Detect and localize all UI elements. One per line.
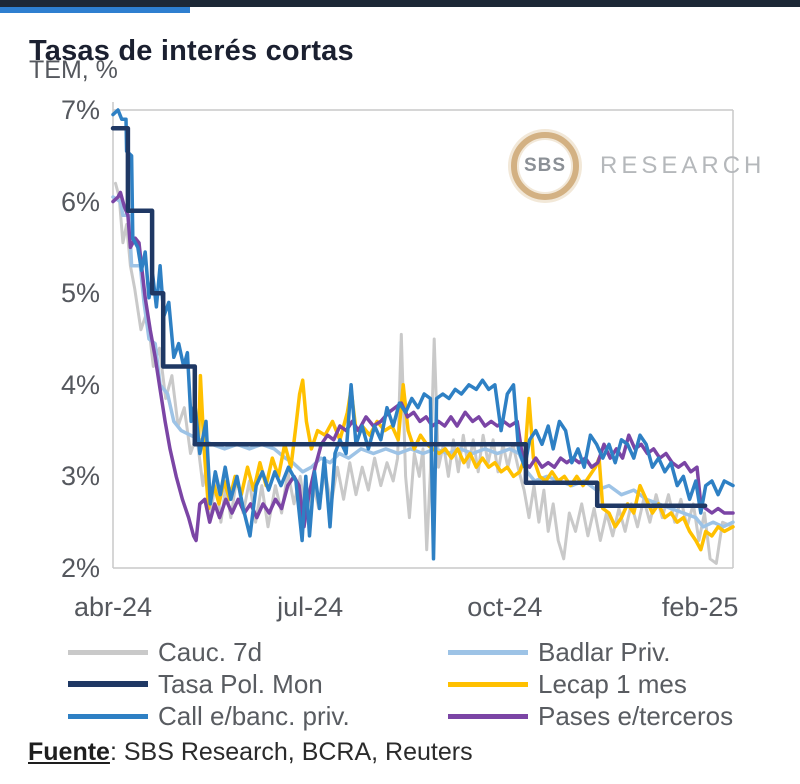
legend-item-tasa-pol-mon: Tasa Pol. Mon: [68, 669, 448, 700]
legend-item-cauc-7d: Cauc. 7d: [68, 637, 448, 668]
source-line: Fuente: SBS Research, BCRA, Reuters: [28, 738, 473, 767]
source-text: : SBS Research, BCRA, Reuters: [109, 738, 473, 766]
x-tick-label-oct-24: oct-24: [467, 592, 543, 622]
legend-swatch-call-e-banc-priv-icon: [68, 713, 148, 719]
legend-label-tasa-pol-mon: Tasa Pol. Mon: [158, 668, 323, 699]
series-line-badlar-priv: [111, 195, 735, 529]
legend-swatch-tasa-pol-mon-icon: [68, 681, 148, 687]
legend-item-pases-e-terceros: Pases e/terceros: [448, 701, 778, 732]
legend-item-lecap-1-mes: Lecap 1 mes: [448, 669, 778, 700]
legend-swatch-badlar-priv-icon: [448, 649, 528, 655]
sbs-logo-ring-icon: SBS: [511, 132, 579, 200]
chart-subtitle: TEM, %: [29, 56, 118, 84]
series-line-tasa-pol-mon: [110, 126, 708, 508]
legend-item-badlar-priv: Badlar Priv.: [448, 637, 778, 668]
series-line-call-e-banc-priv: [111, 108, 735, 561]
y-tick-label-7: 7%: [60, 95, 100, 125]
legend-row: Call e/banc. priv. Pases e/terceros: [68, 700, 784, 732]
chart-legend: Cauc. 7d Badlar Priv. Tasa Pol. Mon Lecap 1…: [68, 636, 784, 732]
y-tick-label-6: 6%: [60, 186, 100, 217]
y-tick-label-2: 2%: [60, 553, 100, 583]
x-tick-label-abr-24: abr-24: [73, 592, 153, 622]
legend-label-pases-e-terceros: Pases e/terceros: [538, 700, 734, 731]
top-accent-bar-blue: [0, 7, 190, 13]
legend-swatch-pases-e-terceros-icon: [448, 713, 528, 719]
page-title: Tasas de interés cortas: [29, 35, 354, 68]
legend-item-call-e-banc-priv: Call e/banc. priv.: [68, 701, 448, 732]
legend-label-lecap-1-mes: Lecap 1 mes: [538, 668, 687, 699]
x-tick-label-feb-25: feb-25: [661, 592, 739, 622]
legend-label-badlar-priv: Badlar Priv.: [538, 636, 671, 667]
legend-swatch-lecap-1-mes-icon: [448, 681, 528, 687]
sbs-research-logo: SBS RESEARCH: [508, 130, 761, 204]
series-line-lecap-1-mes: [196, 373, 735, 552]
sbs-logo-text: SBS: [523, 155, 567, 176]
x-tick-label-jul-24: jul-24: [277, 592, 344, 622]
legend-label-call-e-banc-priv: Call e/banc. priv.: [158, 700, 350, 731]
sbs-logo-wordmark: RESEARCH: [600, 152, 766, 179]
y-tick-label-4: 4%: [60, 369, 100, 400]
y-tick-label-5: 5%: [60, 278, 100, 309]
source-label: Fuente: [28, 738, 110, 766]
legend-label-cauc-7d: Cauc. 7d: [158, 636, 263, 667]
top-accent-bar-dark: [0, 0, 800, 7]
legend-swatch-cauc-7d-icon: [68, 649, 148, 655]
legend-row: Tasa Pol. Mon Lecap 1 mes: [68, 668, 784, 700]
legend-row: Cauc. 7d Badlar Priv.: [68, 636, 784, 668]
y-tick-label-3: 3%: [60, 461, 100, 492]
